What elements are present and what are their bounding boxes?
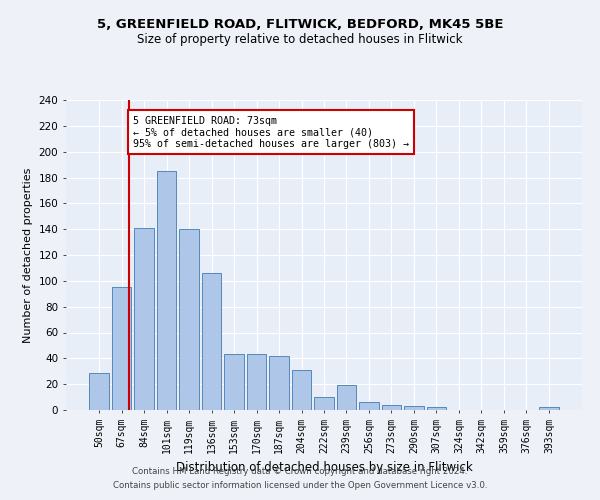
Bar xyxy=(539,408,559,410)
Bar xyxy=(157,171,176,410)
Bar xyxy=(224,354,244,410)
Bar xyxy=(382,405,401,410)
Bar xyxy=(247,354,266,410)
Bar xyxy=(292,370,311,410)
Bar xyxy=(427,408,446,410)
Bar xyxy=(404,406,424,410)
X-axis label: Distribution of detached houses by size in Flitwick: Distribution of detached houses by size … xyxy=(176,461,472,474)
Y-axis label: Number of detached properties: Number of detached properties xyxy=(23,168,33,342)
Bar xyxy=(314,397,334,410)
Bar xyxy=(337,386,356,410)
Text: Size of property relative to detached houses in Flitwick: Size of property relative to detached ho… xyxy=(137,32,463,46)
Bar xyxy=(359,402,379,410)
Text: Contains public sector information licensed under the Open Government Licence v3: Contains public sector information licen… xyxy=(113,481,487,490)
Bar xyxy=(179,229,199,410)
Bar xyxy=(112,288,131,410)
Bar xyxy=(269,356,289,410)
Text: Contains HM Land Registry data © Crown copyright and database right 2024.: Contains HM Land Registry data © Crown c… xyxy=(132,467,468,476)
Text: 5 GREENFIELD ROAD: 73sqm
← 5% of detached houses are smaller (40)
95% of semi-de: 5 GREENFIELD ROAD: 73sqm ← 5% of detache… xyxy=(133,116,409,148)
Bar xyxy=(134,228,154,410)
Bar xyxy=(202,273,221,410)
Bar xyxy=(89,372,109,410)
Text: 5, GREENFIELD ROAD, FLITWICK, BEDFORD, MK45 5BE: 5, GREENFIELD ROAD, FLITWICK, BEDFORD, M… xyxy=(97,18,503,30)
